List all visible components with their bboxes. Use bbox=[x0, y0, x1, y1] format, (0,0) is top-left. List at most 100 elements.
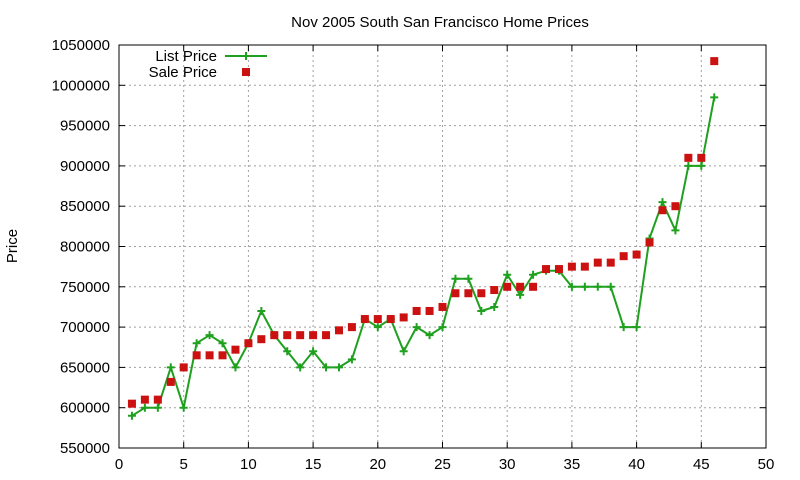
y-tick-label: 950000 bbox=[60, 118, 110, 135]
list-price-point bbox=[218, 339, 227, 348]
sale-price-point bbox=[244, 339, 253, 348]
list-price-point bbox=[606, 282, 615, 291]
sale-price-point bbox=[516, 282, 525, 291]
list-price-point bbox=[619, 323, 628, 332]
list-price-point bbox=[464, 274, 473, 283]
sale-price-point bbox=[218, 351, 227, 360]
sale-price-point bbox=[658, 206, 667, 215]
list-price-point bbox=[153, 403, 162, 412]
y-tick-label: 1000000 bbox=[52, 77, 110, 94]
sale-price-point bbox=[464, 289, 473, 298]
chart-title: Nov 2005 South San Francisco Home Prices bbox=[291, 14, 589, 31]
sale-price-point bbox=[425, 306, 434, 315]
sale-price-point bbox=[399, 313, 408, 322]
list-price-point bbox=[658, 198, 667, 207]
y-tick-label: 750000 bbox=[60, 279, 110, 296]
sale-price-point bbox=[140, 395, 149, 404]
sale-price-point bbox=[309, 331, 318, 340]
list-price-point bbox=[322, 363, 331, 372]
list-price-point bbox=[567, 282, 576, 291]
sale-price-point bbox=[697, 153, 706, 162]
list-price-point bbox=[166, 363, 175, 372]
list-price-point bbox=[671, 226, 680, 235]
legend-label-list-price: List Price bbox=[155, 48, 217, 65]
list-price-point bbox=[593, 282, 602, 291]
y-tick-label: 550000 bbox=[60, 440, 110, 457]
legend-marker-list-price bbox=[242, 52, 250, 60]
list-price-point bbox=[477, 306, 486, 315]
list-price-point bbox=[127, 411, 136, 420]
sale-price-point bbox=[606, 258, 615, 267]
list-price-point bbox=[296, 363, 305, 372]
list-price-point bbox=[283, 347, 292, 356]
sale-price-point bbox=[503, 282, 512, 291]
plot-frame bbox=[118, 44, 767, 449]
sale-price-point bbox=[205, 351, 214, 360]
sale-price-point bbox=[632, 250, 641, 259]
y-tick-label: 1050000 bbox=[52, 37, 110, 54]
list-price-point bbox=[309, 347, 318, 356]
list-price-point bbox=[347, 355, 356, 364]
sale-price-point bbox=[270, 331, 279, 340]
list-price-point bbox=[399, 347, 408, 356]
sale-price-point bbox=[671, 202, 680, 211]
x-tick-label: 15 bbox=[305, 456, 322, 473]
series-line-list-price bbox=[131, 97, 716, 417]
list-price-point bbox=[179, 403, 188, 412]
sale-price-point bbox=[360, 315, 369, 324]
x-tick-label: 0 bbox=[115, 456, 123, 473]
sale-price-point bbox=[373, 315, 382, 324]
sale-price-point bbox=[179, 363, 188, 372]
list-price-point bbox=[529, 270, 538, 279]
sale-price-point bbox=[166, 377, 175, 386]
x-tick-label: 30 bbox=[499, 456, 516, 473]
sale-price-point bbox=[529, 282, 538, 291]
list-price-point bbox=[632, 323, 641, 332]
sale-price-point bbox=[451, 289, 460, 298]
list-price-point bbox=[257, 306, 266, 315]
sale-price-point bbox=[593, 258, 602, 267]
y-tick-label: 700000 bbox=[60, 319, 110, 336]
list-price-point bbox=[373, 323, 382, 332]
sale-price-point bbox=[347, 323, 356, 332]
list-price-point bbox=[490, 302, 499, 311]
sale-price-point bbox=[283, 331, 292, 340]
x-tick-label: 45 bbox=[693, 456, 710, 473]
x-tick-label: 40 bbox=[628, 456, 645, 473]
sale-price-point bbox=[334, 326, 343, 335]
list-price-point bbox=[412, 323, 421, 332]
y-axis-label: Price bbox=[4, 229, 21, 263]
x-tick-label: 50 bbox=[758, 456, 775, 473]
list-price-point bbox=[516, 290, 525, 299]
sale-price-point bbox=[490, 286, 499, 295]
sale-price-point bbox=[619, 252, 628, 261]
sale-price-point bbox=[477, 289, 486, 298]
x-tick-label: 20 bbox=[369, 456, 386, 473]
list-price-point bbox=[710, 93, 719, 102]
data-series bbox=[127, 57, 719, 420]
x-tick-label: 5 bbox=[180, 456, 188, 473]
sale-price-point bbox=[257, 335, 266, 344]
sale-price-point bbox=[153, 395, 162, 404]
y-tick-label: 600000 bbox=[60, 400, 110, 417]
sale-price-point bbox=[567, 262, 576, 271]
y-tick-label: 900000 bbox=[60, 158, 110, 175]
sale-price-point bbox=[231, 345, 240, 354]
list-price-point bbox=[438, 323, 447, 332]
sale-price-point bbox=[710, 57, 719, 66]
y-tick-label: 800000 bbox=[60, 239, 110, 256]
axis-ticks bbox=[118, 44, 767, 449]
list-price-point bbox=[231, 363, 240, 372]
sale-price-point bbox=[542, 265, 551, 274]
sale-price-point bbox=[645, 238, 654, 247]
list-price-point bbox=[140, 403, 149, 412]
list-price-point bbox=[334, 363, 343, 372]
list-price-point bbox=[425, 331, 434, 340]
list-price-point bbox=[684, 161, 693, 170]
sale-price-point bbox=[580, 262, 589, 271]
list-price-point bbox=[205, 331, 214, 340]
x-tick-label: 10 bbox=[240, 456, 257, 473]
x-tick-label: 25 bbox=[434, 456, 451, 473]
